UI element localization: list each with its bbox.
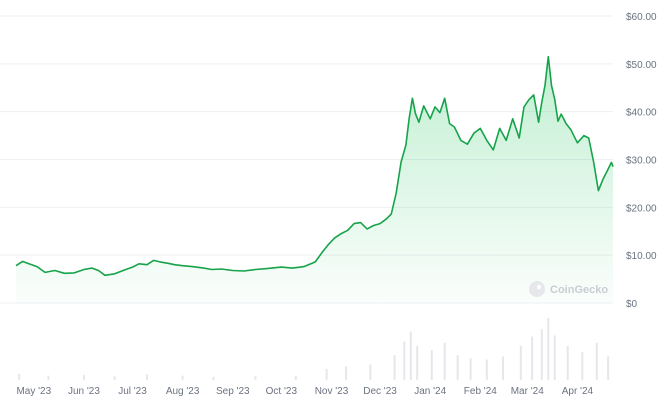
volume-bar [146,374,149,380]
y-tick-label: $20.00 [626,203,657,214]
volume-bar [393,355,396,380]
volume-bar [113,376,116,380]
y-axis-ticks: $60.00 $50.00 $40.00 $30.00 $20.00 $10.00 $0 [626,12,657,310]
x-tick-label: Jan '24 [414,386,446,397]
volume-bar [501,356,504,380]
volume-bar [416,345,419,380]
x-tick-label: Dec '23 [363,386,397,397]
volume-bar [443,342,446,380]
x-tick-label: Jun '23 [68,386,100,397]
volume-bar [456,355,459,380]
volume-bar [403,341,406,380]
x-tick-label: Aug '23 [166,386,200,397]
volume-bar [519,345,522,380]
y-tick-label: $30.00 [626,156,657,167]
x-tick-label: Apr '24 [562,386,594,397]
x-tick-label: May '23 [16,386,51,397]
volume-bar [254,376,257,380]
volume-bar [566,345,569,380]
volume-bar [18,373,21,380]
volume-bar [607,356,610,380]
volume-bar [47,375,50,380]
volume-bars [18,318,610,380]
x-tick-label: Jul '23 [118,386,147,397]
price-line [15,55,614,277]
volume-bar [430,350,433,380]
y-tick-label: $60.00 [626,12,657,23]
x-axis-ticks: May '23 Jun '23 Jul '23 Aug '23 Sep '23 Oct '… [16,386,593,397]
x-tick-label: Mar '24 [511,386,544,397]
volume-bar [369,364,372,380]
price-area [16,56,613,304]
x-tick-label: Oct '23 [266,386,298,397]
volume-bar [212,376,215,380]
volume-bar [409,331,412,380]
volume-bar [581,352,584,380]
volume-bar [540,329,543,380]
y-tick-label: $10.00 [626,251,657,262]
volume-bar [469,358,472,380]
y-tick-label: $40.00 [626,108,657,119]
x-tick-label: Nov '23 [315,386,349,397]
watermark: CoinGecko [529,281,608,297]
volume-bar [531,336,534,380]
volume-bar [595,342,598,380]
volume-bar [553,335,556,380]
volume-bar [325,368,328,380]
coingecko-logo-icon [529,281,545,297]
volume-bar [181,375,184,380]
volume-bar [485,359,488,380]
y-tick-label: $50.00 [626,60,657,71]
x-tick-label: Feb '24 [464,386,497,397]
volume-bar [294,375,297,380]
watermark-text: CoinGecko [550,284,608,296]
volume-bar [547,318,550,380]
volume-bar [82,375,85,380]
volume-bar [345,366,348,380]
x-tick-label: Sep '23 [216,386,250,397]
y-tick-label: $0 [626,299,638,310]
coingecko-logo-eye-icon [536,284,542,290]
